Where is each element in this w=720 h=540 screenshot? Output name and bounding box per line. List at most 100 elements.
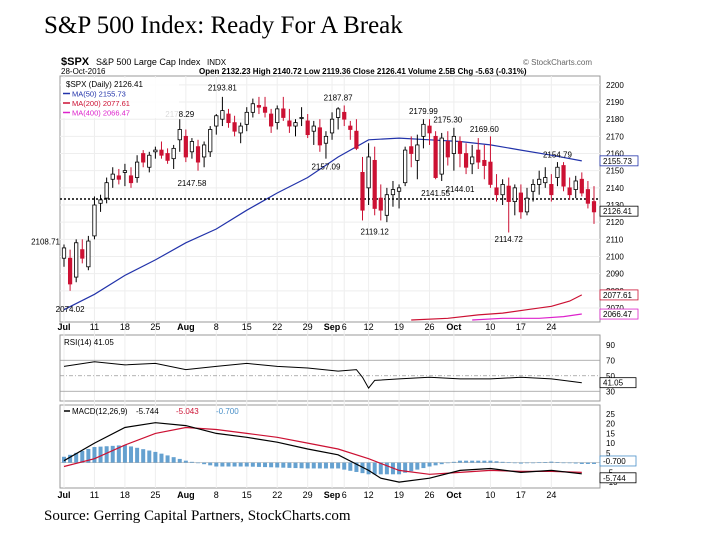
candle-body	[86, 240, 91, 268]
macd-histogram-bar	[317, 462, 322, 469]
macd-histogram-bar	[135, 447, 140, 463]
price-x-tick: 29	[303, 322, 313, 332]
price-y-tick: 2130	[606, 201, 624, 210]
price-y-tick: 2070	[606, 304, 624, 313]
rsi-y-tick: 30	[606, 387, 615, 396]
macd-histogram-bar	[159, 453, 164, 463]
candle-body	[256, 105, 262, 108]
macd-histogram-bar	[354, 462, 359, 472]
rsi-last-box	[599, 377, 637, 389]
candle-body	[537, 178, 542, 185]
candle-body	[482, 159, 487, 166]
candle-body	[61, 247, 67, 259]
price-annotation: 2144.01	[446, 185, 475, 194]
macd-histogram-bar	[263, 462, 268, 468]
legend-label: MA(200) 2077.61	[72, 99, 130, 108]
candle-body	[555, 166, 560, 178]
macd-histogram-bar	[214, 462, 219, 467]
macd-histogram-bar	[457, 460, 462, 463]
macd-histogram-bar	[232, 462, 237, 467]
macd-histogram-bar	[238, 462, 243, 467]
candle-body	[104, 182, 109, 199]
macd-histogram-bar	[592, 462, 596, 464]
candle-body	[360, 171, 365, 211]
macd-histogram-bar	[293, 462, 298, 469]
macd-legend-label: MACD(12,26,9)	[72, 407, 128, 416]
moving-average-layer	[63, 137, 583, 321]
macd-legend-label: -0.700	[216, 407, 239, 416]
macd-histogram-bar	[189, 461, 194, 463]
macd-histogram-bar	[500, 461, 505, 463]
candle-body	[135, 161, 140, 178]
candle-body	[202, 144, 207, 158]
candle-body	[427, 125, 432, 134]
macd-x-tick: 18	[120, 490, 130, 500]
grid-layer	[60, 76, 600, 488]
price-x-tick: 19	[394, 322, 404, 332]
macd-x-tick: 19	[394, 490, 404, 500]
candle-body	[549, 184, 554, 196]
macd-histogram-bar	[220, 462, 225, 467]
candle-body	[311, 125, 316, 132]
candle-body	[366, 156, 371, 189]
legend-label: MA(50) 2155.73	[72, 90, 126, 99]
macd-histogram-bar	[537, 462, 542, 464]
macd-histogram-bar	[585, 462, 590, 464]
macd-histogram-bar	[543, 462, 548, 463]
candle-body	[92, 204, 97, 237]
macd-last-label: -0.700	[603, 457, 626, 466]
macd-histogram-bar	[561, 462, 566, 464]
macd-histogram-bar	[275, 462, 280, 468]
candle-body	[354, 130, 359, 149]
macd-x-tick: Oct	[446, 490, 461, 500]
price-tag-box	[599, 308, 639, 320]
price-x-tick: 18	[120, 322, 130, 332]
macd-histogram-bar	[415, 462, 420, 470]
price-y-tick: 2200	[606, 81, 624, 90]
candle-body	[445, 141, 450, 158]
candle-body	[171, 147, 176, 160]
macd-histogram-bar	[464, 460, 469, 463]
candle-body	[226, 113, 231, 124]
candlestick-layer	[61, 96, 597, 291]
candle-body	[494, 187, 499, 196]
candle-body	[189, 141, 195, 153]
macd-histogram-bar	[269, 462, 274, 468]
macd-layer: -10-50510152025-0.700-5.744	[60, 410, 637, 487]
candle-body	[390, 189, 396, 196]
candle-body	[506, 185, 511, 202]
price-tag: 2077.61	[603, 291, 632, 300]
candle-body	[567, 187, 572, 196]
candle-body	[518, 192, 523, 213]
macd-histogram-bar	[226, 462, 231, 467]
moving-average-line	[63, 137, 582, 311]
candle-body	[238, 125, 243, 134]
price-annotation: 2193.81	[208, 83, 237, 92]
macd-histogram-bar	[104, 446, 109, 463]
candle-body	[74, 242, 79, 278]
macd-histogram-bar	[549, 461, 554, 463]
price-x-tick: Aug	[177, 322, 195, 332]
price-x-tick: Sep	[324, 322, 341, 332]
candle-body	[141, 153, 146, 163]
macd-histogram-bar	[372, 462, 377, 475]
price-y-tick: 2150	[606, 167, 624, 176]
candle-body	[183, 135, 188, 158]
price-y-tick: 2190	[606, 98, 624, 107]
macd-histogram-bar	[116, 445, 121, 463]
slide-title: S&P 500 Index: Ready For A Break	[44, 12, 403, 39]
candle-body	[165, 153, 170, 161]
candle-body	[579, 178, 584, 194]
macd-line	[63, 422, 582, 483]
macd-histogram-bar	[433, 462, 438, 466]
price-annotation: 2179.99	[409, 107, 438, 116]
macd-histogram-bar	[244, 462, 249, 467]
rsi-y-tick: 50	[606, 372, 615, 381]
macd-histogram-bar	[421, 462, 426, 469]
macd-panel-frame	[59, 404, 601, 489]
price-x-tick: 12	[364, 322, 374, 332]
candle-body	[403, 149, 408, 184]
macd-histogram-bar	[323, 462, 328, 469]
macd-x-tick: 15	[242, 490, 252, 500]
macd-histogram-bar	[506, 462, 511, 464]
